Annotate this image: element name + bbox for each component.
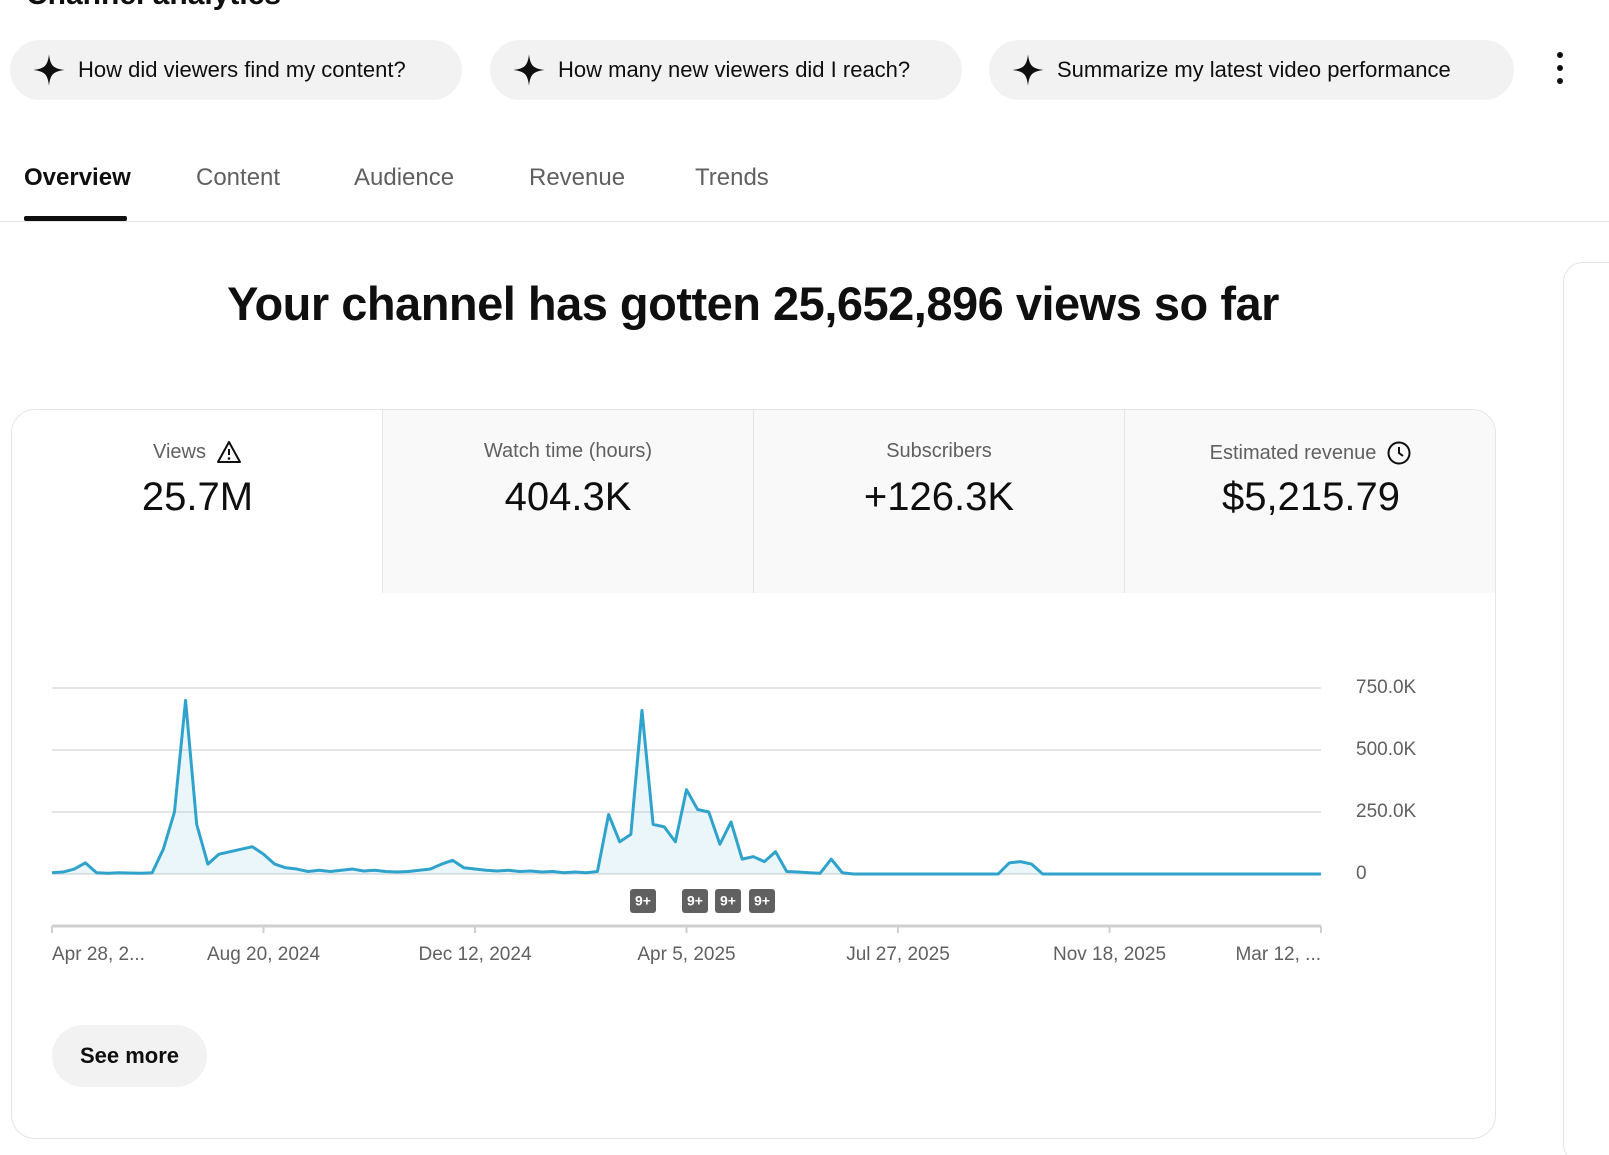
- metric-label: Subscribers: [886, 440, 992, 462]
- annotation-label: 9+: [635, 893, 651, 909]
- tab-indicator: [24, 216, 127, 221]
- side-card: [1563, 262, 1609, 1155]
- chip[interactable]: How did viewers find my content?: [10, 40, 462, 100]
- metric-label: Watch time (hours): [483, 440, 653, 462]
- annotation-label: 9+: [754, 893, 770, 909]
- chip-label: How many new viewers did I reach?: [558, 57, 911, 82]
- tab[interactable]: Content: [196, 164, 281, 191]
- clock-icon: [1387, 441, 1411, 465]
- annotation-label: 9+: [687, 893, 703, 909]
- x-tick-label: Nov 18, 2025: [1053, 944, 1166, 965]
- chip-label: How did viewers find my content?: [78, 57, 406, 82]
- metric-tab[interactable]: Subscribers +126.3K: [753, 410, 1124, 593]
- y-tick-label: 750.0K: [1356, 677, 1417, 698]
- metric-label-row: Estimated revenue: [1125, 440, 1495, 466]
- more-menu[interactable]: [1552, 50, 1568, 86]
- chip-label: Summarize my latest video performance: [1057, 57, 1451, 82]
- y-tick-label: 250.0K: [1356, 801, 1417, 822]
- analytics-card: Views 25.7M Watch time (hours) 404.3K Su…: [11, 409, 1496, 1139]
- x-tick-label: Apr 28, 2...: [52, 944, 145, 965]
- see-more-button[interactable]: See more: [52, 1025, 207, 1087]
- annotation-badge: [715, 889, 741, 913]
- annotation-badge: [682, 889, 708, 913]
- tab[interactable]: Overview: [24, 164, 131, 191]
- y-tick-label: 0: [1356, 863, 1367, 884]
- metric-value: 25.7M: [141, 475, 254, 519]
- annotation-label: 9+: [720, 893, 736, 909]
- metric-value: 404.3K: [504, 475, 632, 519]
- divider: [0, 221, 1609, 222]
- x-tick-label: Apr 5, 2025: [637, 944, 735, 965]
- tab[interactable]: Trends: [695, 164, 769, 191]
- metric-tab[interactable]: Views 25.7M: [12, 410, 383, 593]
- x-tick-label: Dec 12, 2024: [418, 944, 531, 965]
- x-tick-label: Jul 27, 2025: [846, 944, 950, 965]
- sparkle-icon: [1012, 54, 1044, 86]
- tab[interactable]: Revenue: [529, 164, 626, 191]
- sparkle-icon: [33, 54, 65, 86]
- y-tick-label: 500.0K: [1356, 739, 1417, 760]
- metric-value: +126.3K: [863, 475, 1015, 519]
- tab[interactable]: Audience: [354, 164, 455, 191]
- line: [51, 698, 1321, 876]
- page-title: Channel analytics: [26, 0, 281, 12]
- sparkle-icon: [513, 54, 545, 86]
- annotation-badge: [630, 889, 656, 913]
- x-tick-label: Mar 12, ...: [1235, 944, 1321, 965]
- area-fill: [52, 700, 1321, 874]
- metric-label-row: Watch time (hours): [383, 440, 753, 463]
- metric-tab[interactable]: Watch time (hours) 404.3K: [382, 410, 753, 593]
- metric-tab[interactable]: Estimated revenue $5,215.79: [1124, 410, 1495, 593]
- annotation-badge: [749, 889, 775, 913]
- x-tick-label: Aug 20, 2024: [207, 944, 320, 965]
- metric-label: Views: [153, 440, 206, 463]
- chip[interactable]: How many new viewers did I reach?: [490, 40, 962, 100]
- metric-label: Estimated revenue: [1209, 441, 1377, 464]
- metric-label-row: Views: [12, 440, 383, 464]
- headline: Your channel has gotten 25,652,896 views…: [227, 277, 1279, 330]
- warning-icon: [217, 441, 241, 463]
- chip[interactable]: Summarize my latest video performance: [989, 40, 1514, 100]
- metric-label-row: Subscribers: [754, 440, 1124, 463]
- metric-value: $5,215.79: [1222, 475, 1400, 519]
